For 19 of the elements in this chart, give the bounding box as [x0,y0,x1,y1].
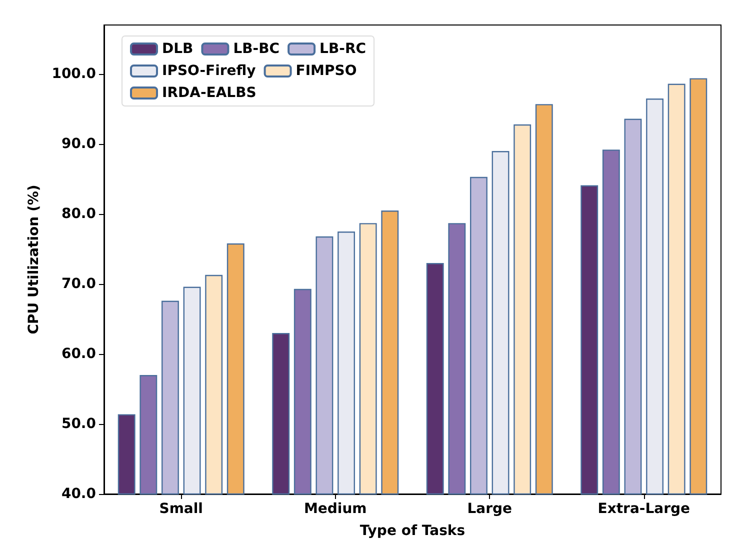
y-tick-label: 60.0 [61,346,96,362]
y-tick-label: 80.0 [61,206,96,222]
legend-label: LB-RC [320,41,366,57]
x-tick-label: Medium [304,501,367,517]
y-axis-title: CPU Utilization (%) [26,184,42,334]
legend-label: FIMPSO [296,63,357,79]
y-tick-label: 50.0 [61,416,96,432]
legend-label: DLB [162,41,194,57]
y-tick-label: 90.0 [61,136,96,152]
legend-label: LB-BC [233,41,280,57]
legend-label: IPSO-Firefly [162,63,256,79]
x-tick-label: Extra-Large [598,501,690,517]
x-tick-label: Small [159,501,203,517]
legend-label: IRDA-EALBS [162,85,256,101]
x-axis-title: Type of Tasks [360,523,466,539]
x-tick-label: Large [467,501,512,517]
y-tick-label: 100.0 [52,66,96,82]
y-tick-label: 70.0 [61,276,96,292]
y-tick-label: 40.0 [61,486,96,502]
